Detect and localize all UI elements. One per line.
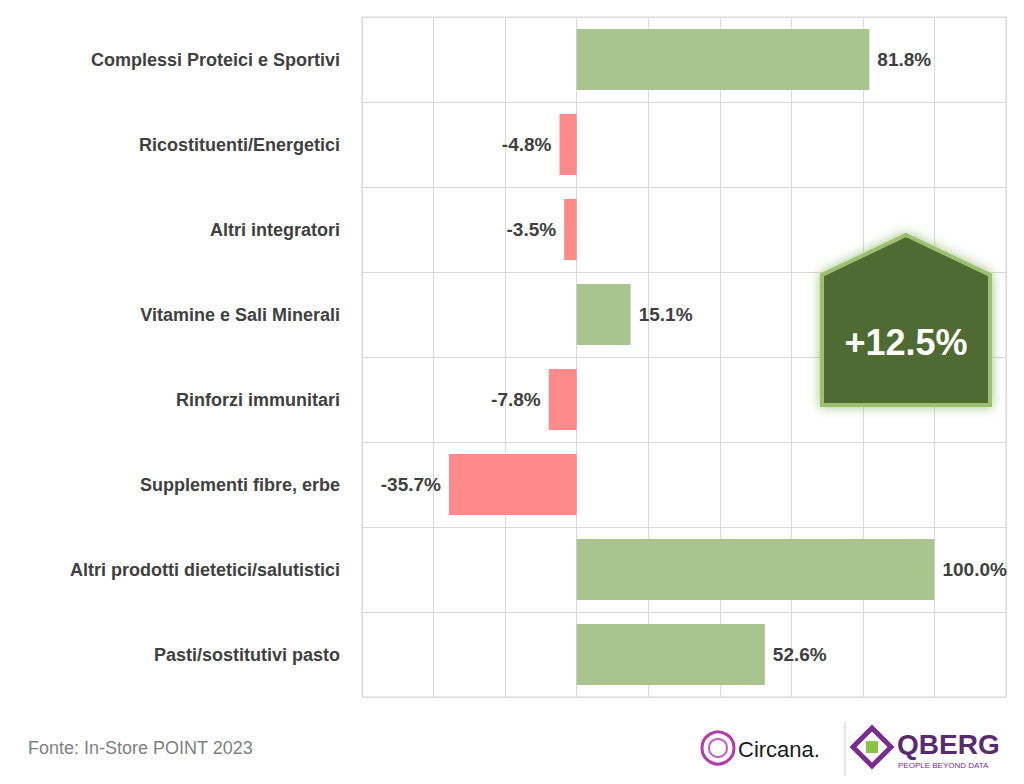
svg-text:Supplementi fibre, erbe: Supplementi fibre, erbe: [140, 475, 340, 495]
svg-text:Altri prodotti dietetici/salut: Altri prodotti dietetici/salutistici: [70, 560, 340, 580]
svg-text:-4.8%: -4.8%: [502, 134, 552, 155]
svg-text:81.8%: 81.8%: [877, 49, 931, 70]
svg-text:QBERG: QBERG: [897, 729, 1000, 760]
svg-text:+12.5%: +12.5%: [844, 322, 967, 363]
svg-text:Altri integratori: Altri integratori: [210, 220, 340, 240]
svg-text:15.1%: 15.1%: [639, 304, 693, 325]
svg-text:52.6%: 52.6%: [773, 644, 827, 665]
svg-text:Circana.: Circana.: [738, 737, 820, 762]
svg-text:-7.8%: -7.8%: [491, 389, 541, 410]
svg-text:100.0%: 100.0%: [942, 559, 1007, 580]
svg-text:Vitamine e Sali Minerali: Vitamine e Sali Minerali: [140, 305, 340, 325]
svg-text:Fonte: In-Store POINT 2023: Fonte: In-Store POINT 2023: [28, 738, 253, 758]
svg-text:Pasti/sostitutivi pasto: Pasti/sostitutivi pasto: [154, 645, 340, 665]
svg-text:Rinforzi immunitari: Rinforzi immunitari: [176, 390, 340, 410]
svg-text:-35.7%: -35.7%: [381, 474, 441, 495]
svg-text:Ricostituenti/Energetici: Ricostituenti/Energetici: [139, 135, 340, 155]
svg-text:-3.5%: -3.5%: [507, 219, 557, 240]
svg-text:PEOPLE BEYOND DATA: PEOPLE BEYOND DATA: [898, 761, 989, 770]
svg-text:Complessi Proteici e Sportivi: Complessi Proteici e Sportivi: [91, 50, 340, 70]
